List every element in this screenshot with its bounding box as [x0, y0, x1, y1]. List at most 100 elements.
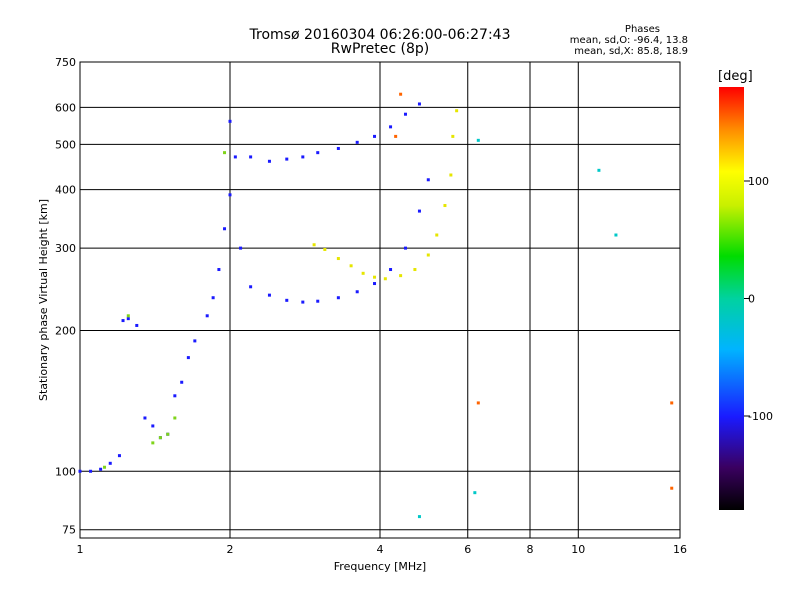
data-point — [103, 465, 107, 469]
x-tick-label: 1 — [77, 543, 84, 556]
colorbar-tick-label: -100 — [748, 410, 773, 423]
data-point — [670, 401, 674, 405]
data-point — [597, 168, 601, 172]
data-point — [389, 125, 393, 129]
data-point — [180, 380, 184, 384]
x-tick-label: 4 — [377, 543, 384, 556]
data-point — [249, 155, 253, 159]
data-point — [389, 268, 393, 272]
data-point — [373, 282, 377, 286]
data-point — [403, 246, 407, 250]
data-point — [186, 356, 190, 360]
data-point — [267, 159, 271, 163]
data-point — [249, 285, 253, 289]
data-points — [78, 92, 674, 519]
data-point — [99, 467, 103, 471]
data-point — [417, 209, 421, 213]
data-point — [336, 146, 340, 150]
x-tick-label: 8 — [527, 543, 534, 556]
data-point — [383, 277, 387, 281]
x-tick-label: 16 — [673, 543, 687, 556]
data-point — [336, 257, 340, 261]
data-point — [158, 436, 162, 440]
data-point — [399, 274, 403, 278]
data-point — [143, 416, 147, 420]
x-tick-label: 10 — [571, 543, 585, 556]
y-tick-label: 300 — [55, 242, 76, 255]
data-point — [394, 134, 398, 138]
data-point — [413, 268, 417, 272]
chart-title: Tromsø 20160304 06:26:00-06:27:43 — [249, 27, 511, 43]
data-point — [349, 264, 353, 268]
data-point — [117, 454, 121, 458]
data-point — [417, 102, 421, 106]
data-point — [135, 323, 139, 327]
data-point — [151, 441, 155, 445]
colorbar-tick-label: 0 — [748, 293, 755, 306]
data-point — [361, 271, 365, 275]
data-point — [426, 253, 430, 257]
data-point — [373, 275, 377, 279]
data-point — [435, 233, 439, 237]
y-tick-label: 75 — [62, 524, 76, 537]
data-point — [151, 424, 155, 428]
y-tick-label: 600 — [55, 101, 76, 114]
data-point — [403, 112, 407, 116]
data-point — [301, 300, 305, 304]
data-point — [211, 296, 215, 300]
y-tick-label: 100 — [55, 465, 76, 478]
data-point — [373, 134, 377, 138]
data-point — [267, 293, 271, 297]
colorbar — [719, 87, 744, 510]
x-tick-label: 6 — [464, 543, 471, 556]
data-point — [449, 173, 453, 177]
chart-subtitle: RwPretec (8p) — [330, 41, 430, 57]
data-point — [285, 298, 289, 302]
x-axis-label: Frequency [MHz] — [334, 560, 426, 573]
colorbar-unit-label: [deg] — [718, 69, 753, 84]
data-point — [223, 151, 227, 155]
data-point — [173, 416, 177, 420]
data-point — [89, 469, 93, 473]
data-point — [355, 290, 359, 294]
y-tick-label: 200 — [55, 324, 76, 337]
data-point — [455, 109, 459, 113]
data-point — [336, 296, 340, 300]
data-point — [205, 314, 209, 318]
y-axis-label: Stationary phase Virtual Height [km] — [37, 199, 50, 401]
grid-lines — [80, 61, 680, 538]
colorbar-ticks: 100 0 -100 — [744, 175, 773, 423]
plot-frame — [79, 61, 681, 539]
data-point — [78, 469, 82, 473]
colorbar-tick-label: 100 — [748, 175, 769, 188]
data-point — [173, 394, 177, 398]
data-point — [476, 138, 480, 142]
stats-x-mode: mean, sd,X: 85.8, 18.9 — [574, 46, 688, 57]
data-point — [473, 491, 477, 495]
data-point — [121, 319, 125, 323]
data-point — [233, 155, 237, 159]
data-point — [323, 247, 327, 251]
data-point — [126, 317, 130, 321]
data-point — [476, 401, 480, 405]
y-tick-label: 750 — [55, 56, 76, 69]
data-point — [223, 227, 227, 231]
data-point — [443, 204, 447, 208]
data-point — [108, 461, 112, 465]
y-tick-label: 400 — [55, 184, 76, 197]
data-point — [239, 246, 243, 250]
y-tick-label: 500 — [55, 138, 76, 151]
data-point — [166, 432, 170, 436]
data-point — [193, 339, 197, 343]
data-point — [426, 178, 430, 182]
data-point — [355, 140, 359, 144]
x-tick-label: 2 — [227, 543, 234, 556]
data-point — [316, 299, 320, 303]
data-point — [312, 243, 316, 247]
data-point — [217, 268, 221, 272]
data-point — [399, 92, 403, 96]
data-point — [126, 314, 130, 318]
data-point — [228, 119, 232, 123]
data-point — [417, 515, 421, 519]
